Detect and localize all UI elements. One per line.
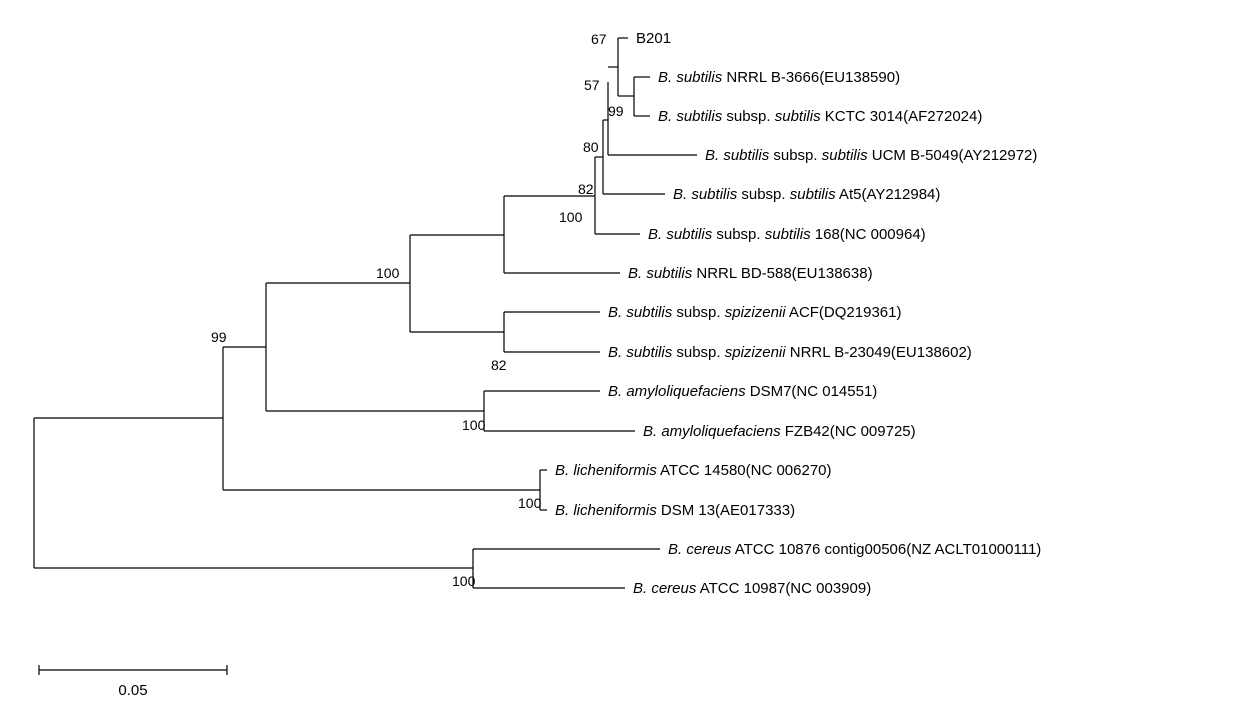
taxon-label: B. subtilis NRRL B-3666(EU138590) — [658, 69, 900, 86]
taxon-label: B. subtilis subsp. spizizenii NRRL B-230… — [608, 344, 972, 361]
bootstrap-value: 67 — [591, 31, 607, 47]
taxon-label: B. amyloliquefaciens FZB42(NC 009725) — [643, 423, 916, 440]
bootstrap-value: 99 — [608, 103, 624, 119]
bootstrap-value: 100 — [518, 495, 542, 511]
bootstrap-value: 57 — [584, 77, 600, 93]
bootstrap-value: 100 — [376, 265, 400, 281]
bootstrap-value: 80 — [583, 139, 599, 155]
scale-bar-label: 0.05 — [118, 682, 147, 699]
taxon-label: B. subtilis subsp. subtilis UCM B-5049(A… — [705, 147, 1037, 164]
bootstrap-value: 100 — [462, 417, 486, 433]
bootstrap-value: 99 — [211, 329, 227, 345]
taxon-label: B. subtilis subsp. subtilis At5(AY212984… — [673, 186, 940, 203]
phylogenetic-tree: 99 67 57 80 82 100 82 100 100 100 99 100 B201 B. subt… — [0, 0, 1240, 725]
taxon-label: B. cereus ATCC 10876 contig00506(NZ ACLT… — [668, 541, 1041, 558]
taxon-label: B. amyloliquefaciens DSM7(NC 014551) — [608, 383, 877, 400]
taxon-label: B. subtilis subsp. subtilis 168(NC 00096… — [648, 226, 926, 243]
bootstrap-value: 82 — [491, 357, 507, 373]
bootstrap-value: 82 — [578, 181, 594, 197]
taxon-label: B. licheniformis DSM 13(AE017333) — [555, 502, 795, 519]
taxon-label: B. subtilis subsp. subtilis KCTC 3014(AF… — [658, 108, 982, 125]
bootstrap-value: 100 — [559, 209, 583, 225]
taxon-label: B. subtilis NRRL BD-588(EU138638) — [628, 265, 873, 282]
bootstrap-value: 100 — [452, 573, 476, 589]
taxon-label: B. licheniformis ATCC 14580(NC 006270) — [555, 462, 832, 479]
taxon-label: B. subtilis subsp. spizizenii ACF(DQ2193… — [608, 304, 901, 321]
taxon-label: B201 — [636, 30, 671, 47]
taxon-label: B. cereus ATCC 10987(NC 003909) — [633, 580, 871, 597]
